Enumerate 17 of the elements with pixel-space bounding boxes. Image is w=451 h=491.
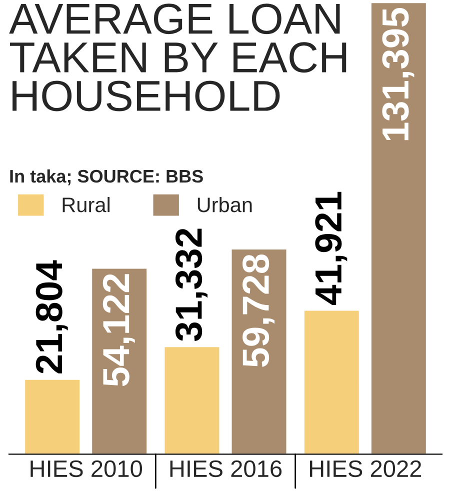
bar: [370, 2, 428, 454]
text: In taka; SOURCE: BBS: [10, 169, 203, 186]
data-label: 59,728: [242, 254, 275, 367]
bar: [24, 378, 81, 454]
data-label: 21,804: [36, 260, 68, 374]
x-tick-label: HIES 2016: [170, 460, 282, 478]
bar: [303, 309, 360, 454]
x-tick-label: HIES 2010: [30, 460, 142, 478]
data-label: 41,921: [315, 192, 348, 305]
data-label: 131,395: [382, 8, 414, 140]
text: AVERAGE LOAN TAKEN BY EACH HOUSEHOLD: [9, 4, 346, 112]
legend-label: Urban: [198, 196, 252, 212]
data-label: 31,332: [175, 228, 208, 342]
data-label: 54,122: [102, 274, 135, 386]
x-tick-label: HIES 2022: [310, 460, 422, 478]
legend-label: Rural: [62, 196, 110, 212]
bar: [163, 346, 221, 454]
